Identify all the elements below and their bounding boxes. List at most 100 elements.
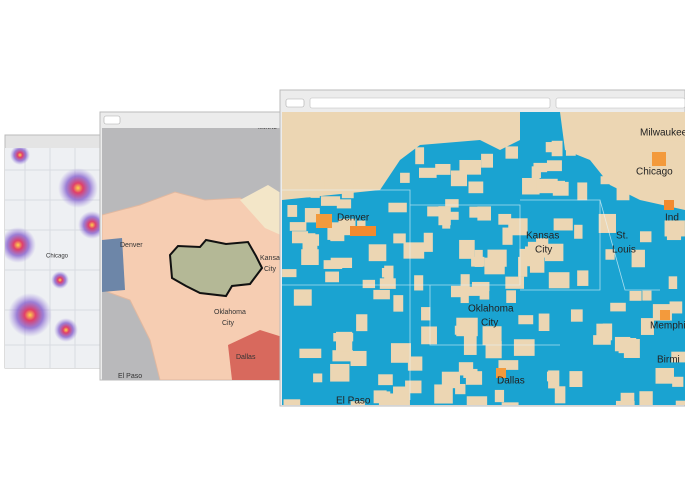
state-borders xyxy=(282,189,660,400)
county-patch xyxy=(289,222,307,231)
county-patch xyxy=(421,307,431,321)
county-patch xyxy=(283,399,301,405)
region xyxy=(228,330,292,380)
address-bar xyxy=(309,97,551,109)
county-patch xyxy=(513,339,535,356)
county-patch xyxy=(536,178,558,194)
city-label: Birmi xyxy=(657,355,680,366)
county-patch xyxy=(639,391,653,405)
county-patch xyxy=(390,343,411,363)
county-patch xyxy=(655,368,674,384)
county-patch xyxy=(471,281,490,292)
county-patch xyxy=(508,218,528,236)
county-patch xyxy=(531,166,541,179)
county-patch xyxy=(565,143,576,156)
county-patch xyxy=(672,376,684,387)
county-patch xyxy=(388,202,407,213)
county-patch xyxy=(602,323,613,341)
nav-buttons xyxy=(103,115,121,125)
county-patch xyxy=(407,356,423,371)
county-patches xyxy=(282,140,685,405)
county-patch xyxy=(554,386,566,404)
county-patch xyxy=(593,335,611,345)
county-patch xyxy=(299,348,322,359)
county-patch xyxy=(460,285,469,304)
city-label: City xyxy=(264,266,277,273)
county-patch xyxy=(664,220,685,237)
county-patch xyxy=(463,368,478,378)
city-label: Memphis xyxy=(650,321,685,332)
city-label: Chicago xyxy=(46,254,69,260)
selected-territory xyxy=(168,238,264,298)
hot-county xyxy=(664,200,674,210)
county-patch xyxy=(291,180,310,198)
county-patch xyxy=(287,205,298,217)
county-patch xyxy=(291,231,309,244)
county-patch xyxy=(605,249,615,260)
county-patch xyxy=(546,371,559,382)
county-patch xyxy=(501,402,519,405)
heat-spot xyxy=(58,168,98,208)
county-patch xyxy=(487,249,507,267)
county-patch xyxy=(427,206,439,217)
county-patch xyxy=(664,140,678,153)
county-patch xyxy=(574,224,583,239)
county-patch xyxy=(642,290,652,301)
county-patch xyxy=(393,295,404,312)
county-patch xyxy=(482,326,502,346)
county-patch xyxy=(454,325,474,335)
county-patch xyxy=(415,147,425,165)
county-patch xyxy=(598,213,616,233)
county-patch xyxy=(639,231,652,243)
county-patch xyxy=(320,196,341,206)
county-patch xyxy=(669,301,683,314)
city-label: Dallas xyxy=(236,354,256,361)
city-label: Kansas xyxy=(526,231,559,242)
nav-buttons xyxy=(285,98,305,108)
heat-spot xyxy=(51,271,69,289)
county-patch xyxy=(332,350,353,362)
county-patch xyxy=(668,276,678,289)
county-patch xyxy=(466,396,488,405)
county-patch xyxy=(393,386,410,405)
city-label: Ind xyxy=(665,213,679,224)
county-patch xyxy=(481,153,494,168)
county-patch xyxy=(518,256,528,277)
county-patch xyxy=(442,211,459,220)
hot-county xyxy=(652,152,666,166)
county-patch xyxy=(414,275,424,291)
county-patch xyxy=(350,401,365,405)
county-patch xyxy=(450,285,469,298)
hot-county xyxy=(316,214,332,228)
county-patch xyxy=(368,244,387,262)
hot-county xyxy=(496,368,506,378)
county-patch xyxy=(434,384,453,404)
county-patch xyxy=(518,315,534,325)
heat-spot xyxy=(5,227,36,263)
county-patch xyxy=(293,289,312,306)
county-patch xyxy=(506,290,516,303)
city-label: St. xyxy=(616,231,628,242)
city-label: El Paso xyxy=(336,396,371,407)
county-patch xyxy=(675,400,685,405)
county-patch xyxy=(314,178,325,191)
city-label: Oklahoma xyxy=(468,304,514,315)
county-patch xyxy=(435,163,451,175)
county-patch xyxy=(671,351,685,363)
county-patch xyxy=(341,184,354,199)
county-patch xyxy=(673,161,685,171)
region xyxy=(282,112,520,200)
county-patch xyxy=(596,323,608,341)
county-patch xyxy=(631,249,645,268)
county-patch xyxy=(616,187,630,201)
city-label: City xyxy=(222,320,235,327)
county-patch xyxy=(548,272,570,289)
heat-spot xyxy=(54,318,78,342)
city-label: Kansas xyxy=(260,255,284,262)
county-patch xyxy=(529,254,545,273)
window-territory: Denver Minne Kansas City Oklahoma City D… xyxy=(99,111,293,381)
city-label: Louis xyxy=(612,245,636,256)
county-patch xyxy=(400,172,410,183)
county-patch xyxy=(460,274,470,293)
